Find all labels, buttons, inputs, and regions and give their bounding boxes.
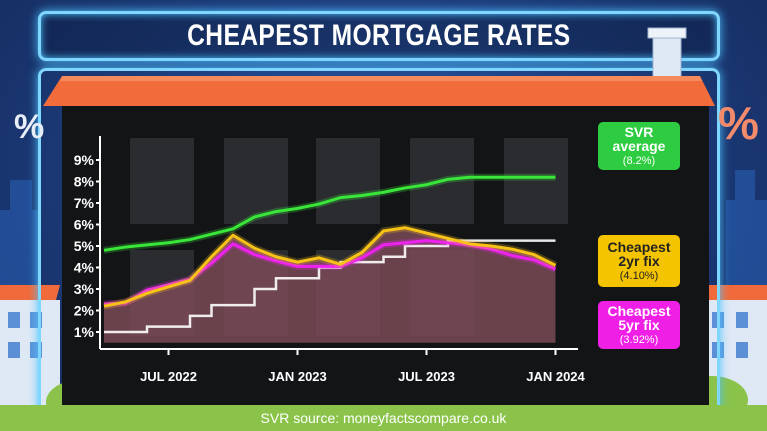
y-tick-label: 3% <box>74 281 95 297</box>
series-5yr-fix-line <box>103 239 557 306</box>
footer-bar: SVR source: moneyfactscompare.co.uk <box>0 405 767 431</box>
y-tick-label: 6% <box>74 217 95 233</box>
y-tick-label: 4% <box>74 260 95 276</box>
percent-icon-left: % <box>14 108 45 146</box>
x-tick-label: JAN 2023 <box>268 369 327 384</box>
y-tick-label: 7% <box>74 195 95 211</box>
y-tick-label: 2% <box>74 303 95 319</box>
percent-icon-right: % <box>718 97 759 149</box>
legend-svr: SVR average (8.2%) <box>598 122 680 170</box>
neon-frame <box>38 68 720 428</box>
window-block <box>316 138 380 224</box>
y-tick-label: 9% <box>74 152 95 168</box>
legend-5yr-fix-value: (3.92%) <box>619 333 659 346</box>
x-tick-label: JAN 2024 <box>526 369 585 384</box>
x-tick-label: JUL 2023 <box>398 369 455 384</box>
legend-2yr-fix-name: Cheapest 2yr fix <box>607 238 671 270</box>
series-2yr-fix-line <box>103 226 557 308</box>
page-title: CHEAPEST MORTGAGE RATES <box>187 19 571 52</box>
x-tick-label: JUL 2022 <box>140 369 197 384</box>
window-block <box>224 138 288 224</box>
y-tick-label: 1% <box>74 324 95 340</box>
title-banner: CHEAPEST MORTGAGE RATES <box>38 11 720 61</box>
window-block <box>130 138 194 224</box>
legend-2yr-fix: Cheapest 2yr fix (4.10%) <box>598 235 680 287</box>
legend-2yr-fix-value: (4.10%) <box>619 269 659 282</box>
source-note: SVR source: moneyfactscompare.co.uk <box>260 410 507 426</box>
series-svr-line <box>103 175 556 252</box>
legend-svr-value: (8.2%) <box>622 154 656 167</box>
y-tick-label: 8% <box>74 174 95 190</box>
legend-svr-name: SVR average <box>612 123 666 155</box>
legend-5yr-fix-name: Cheapest 5yr fix <box>607 302 671 334</box>
y-tick-label: 5% <box>74 238 95 254</box>
legend-5yr-fix: Cheapest 5yr fix (3.92%) <box>598 301 680 349</box>
window-block <box>504 138 568 224</box>
